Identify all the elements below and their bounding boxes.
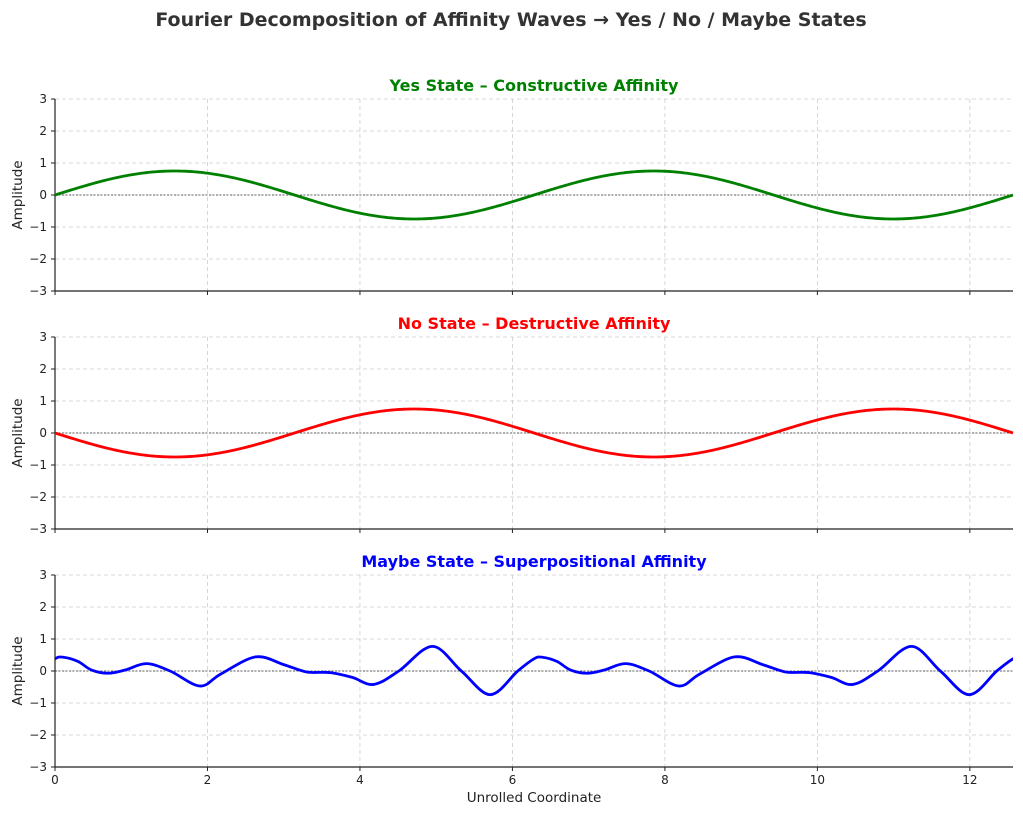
y-axis-label: Amplitude — [10, 398, 26, 467]
y-tick-label: −3 — [29, 284, 47, 298]
panel-1: 3 2 1 0 −1 −2 −3 No State – Destructive Affinit… — [10, 314, 1014, 536]
y-tick-label: −1 — [29, 458, 47, 472]
series-line — [54, 169, 1014, 221]
y-tick-label: 0 — [39, 664, 47, 678]
y-tick-label: −3 — [29, 522, 47, 536]
series-line — [55, 644, 1013, 697]
x-axis-label: Unrolled Coordinate — [467, 790, 602, 806]
y-tick-label: −2 — [29, 728, 47, 742]
y-tick-label: −2 — [29, 490, 47, 504]
panel-title: No State – Destructive Affinity — [398, 314, 671, 333]
y-tick-label: 0 — [39, 188, 47, 202]
y-tick-label: −1 — [29, 220, 47, 234]
y-tick-label: 1 — [39, 632, 47, 646]
x-tick-label: 6 — [509, 773, 517, 787]
x-tick-label: 0 — [51, 773, 59, 787]
y-tick-label: −1 — [29, 696, 47, 710]
y-tick-label: 3 — [39, 330, 47, 344]
y-tick-label: 0 — [39, 426, 47, 440]
y-tick-label: 1 — [39, 394, 47, 408]
y-tick-label: 2 — [39, 124, 47, 138]
y-tick-label: 3 — [39, 568, 47, 582]
y-axis-label: Amplitude — [10, 160, 26, 229]
x-tick-label: 8 — [661, 773, 669, 787]
y-tick-label: 1 — [39, 156, 47, 170]
panel-title: Yes State – Constructive Affinity — [389, 76, 679, 95]
x-tick-label: 10 — [810, 773, 825, 787]
y-tick-label: 2 — [39, 362, 47, 376]
y-tick-label: 2 — [39, 600, 47, 614]
x-tick-label: 4 — [356, 773, 364, 787]
x-tick-label: 2 — [204, 773, 212, 787]
y-tick-label: −2 — [29, 252, 47, 266]
panel-0: 3 2 1 0 −1 −2 −3 Yes State – Constructive Affin… — [10, 76, 1014, 298]
x-tick-label: 12 — [962, 773, 977, 787]
y-tick-label: 3 — [39, 92, 47, 106]
y-axis-label: Amplitude — [10, 636, 26, 705]
chart-title: Fourier Decomposition of Affinity Waves … — [155, 9, 866, 31]
panel-title: Maybe State – Superpositional Affinity — [361, 552, 707, 571]
series-line — [54, 407, 1014, 459]
y-tick-label: −3 — [29, 760, 47, 774]
